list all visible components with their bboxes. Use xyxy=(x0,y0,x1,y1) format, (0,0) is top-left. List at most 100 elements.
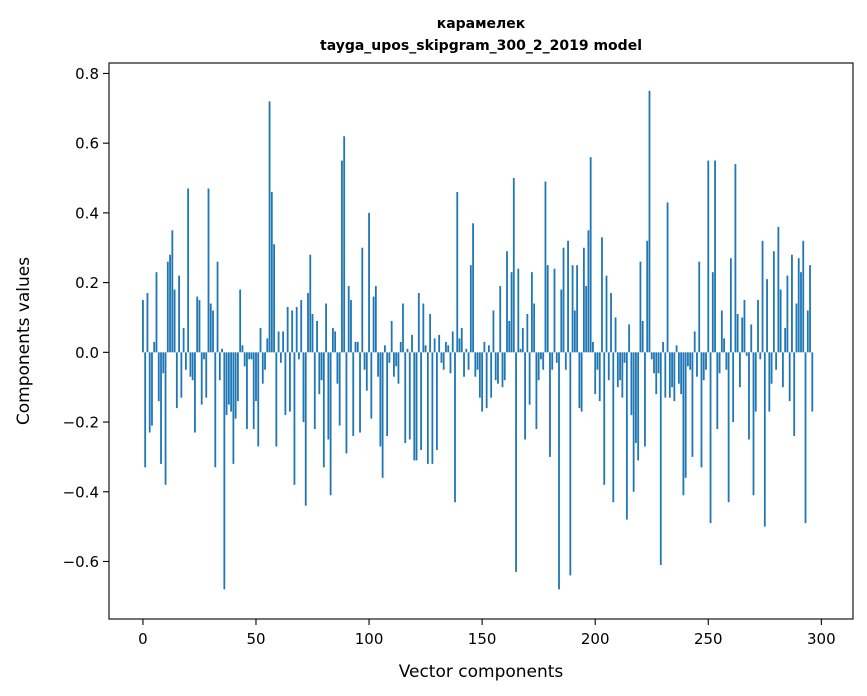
bar-225 xyxy=(650,352,653,360)
bar-253 xyxy=(714,160,716,353)
bar-268 xyxy=(748,352,750,440)
x-tick-label-250: 250 xyxy=(694,630,723,648)
bar-251 xyxy=(709,352,712,524)
bar-4 xyxy=(151,352,153,426)
bar-148 xyxy=(476,352,479,370)
bar-26 xyxy=(200,352,203,405)
bar-178 xyxy=(544,181,547,353)
bar-196 xyxy=(585,286,588,353)
bar-230 xyxy=(662,341,664,353)
bar-121 xyxy=(415,352,418,461)
bar-3 xyxy=(148,352,151,433)
bar-214 xyxy=(625,352,628,520)
bar-52 xyxy=(259,327,262,353)
y-tick-label-5: 0.4 xyxy=(75,204,99,222)
bar-279 xyxy=(772,251,775,353)
bars-group xyxy=(142,90,814,590)
bar-211 xyxy=(619,352,621,381)
bar-35 xyxy=(221,348,223,353)
bar-197 xyxy=(587,230,590,353)
bar-17 xyxy=(180,352,183,398)
bar-99 xyxy=(365,352,368,391)
bar-243 xyxy=(691,352,694,457)
bar-133 xyxy=(442,352,445,370)
bar-161 xyxy=(506,251,508,353)
bar-216 xyxy=(630,352,633,416)
bar-110 xyxy=(390,320,393,353)
bar-87 xyxy=(338,352,341,426)
bar-287 xyxy=(791,254,793,353)
bar-174 xyxy=(535,352,538,430)
bar-245 xyxy=(696,352,698,377)
bar-259 xyxy=(727,352,730,503)
x-tick-label-50: 50 xyxy=(246,630,265,648)
chart-title: карамелек xyxy=(437,16,526,32)
bar-25 xyxy=(198,300,201,353)
bar-69 xyxy=(298,352,300,360)
bar-217 xyxy=(632,352,635,492)
bar-295 xyxy=(809,265,811,353)
bar-292 xyxy=(802,240,805,353)
bar-186 xyxy=(562,247,565,353)
bar-68 xyxy=(295,307,298,353)
bar-190 xyxy=(571,265,574,353)
bar-42 xyxy=(237,352,239,402)
bar-229 xyxy=(659,352,662,565)
bar-64 xyxy=(286,307,289,353)
x-tick-label-300: 300 xyxy=(807,630,836,648)
bar-114 xyxy=(399,341,402,353)
bar-163 xyxy=(510,272,513,353)
bar-46 xyxy=(246,352,248,430)
bar-71 xyxy=(302,352,305,423)
bar-169 xyxy=(524,352,526,440)
y-tick-label-4: 0.2 xyxy=(75,274,99,292)
bar-136 xyxy=(449,352,452,374)
bar-36 xyxy=(223,352,226,590)
bar-218 xyxy=(635,352,637,443)
bar-288 xyxy=(793,352,796,436)
bar-213 xyxy=(623,352,626,363)
bar-187 xyxy=(564,352,567,370)
bar-106 xyxy=(381,352,384,478)
y-axis-ticks: −0.6 −0.4 −0.2 0.0 0.2 0.4 0.6 0.8 xyxy=(63,65,109,571)
bar-131 xyxy=(438,334,441,353)
bar-255 xyxy=(718,352,721,374)
bar-173 xyxy=(533,303,536,353)
bar-96 xyxy=(359,352,361,433)
bar-241 xyxy=(687,352,689,367)
bar-192 xyxy=(576,265,579,353)
bar-34 xyxy=(218,352,221,381)
x-tick-label-100: 100 xyxy=(355,630,384,648)
bar-92 xyxy=(350,300,352,353)
bar-193 xyxy=(578,352,581,409)
bar-78 xyxy=(318,352,321,395)
bar-32 xyxy=(214,352,217,468)
bar-293 xyxy=(804,352,807,524)
bar-172 xyxy=(530,272,533,353)
bar-285 xyxy=(786,275,789,353)
bar-226 xyxy=(653,352,655,374)
bar-277 xyxy=(768,352,771,412)
bar-50 xyxy=(255,352,257,402)
bar-273 xyxy=(759,352,762,360)
bar-223 xyxy=(646,240,649,353)
bar-239 xyxy=(682,352,685,496)
bar-166 xyxy=(517,268,520,353)
bar-167 xyxy=(519,348,522,353)
bar-191 xyxy=(573,310,576,353)
bar-6 xyxy=(155,272,158,353)
bar-122 xyxy=(417,293,420,353)
bar-123 xyxy=(420,352,422,450)
y-tick-label-7: 0.8 xyxy=(75,65,99,83)
bar-151 xyxy=(483,341,486,353)
bar-202 xyxy=(598,352,601,402)
bar-282 xyxy=(779,289,782,353)
bar-15 xyxy=(175,352,178,409)
bar-94 xyxy=(354,341,357,353)
bar-11 xyxy=(166,261,169,353)
bar-138 xyxy=(454,352,456,503)
bar-39 xyxy=(230,352,233,412)
bar-219 xyxy=(637,352,640,461)
bar-57 xyxy=(270,191,273,353)
